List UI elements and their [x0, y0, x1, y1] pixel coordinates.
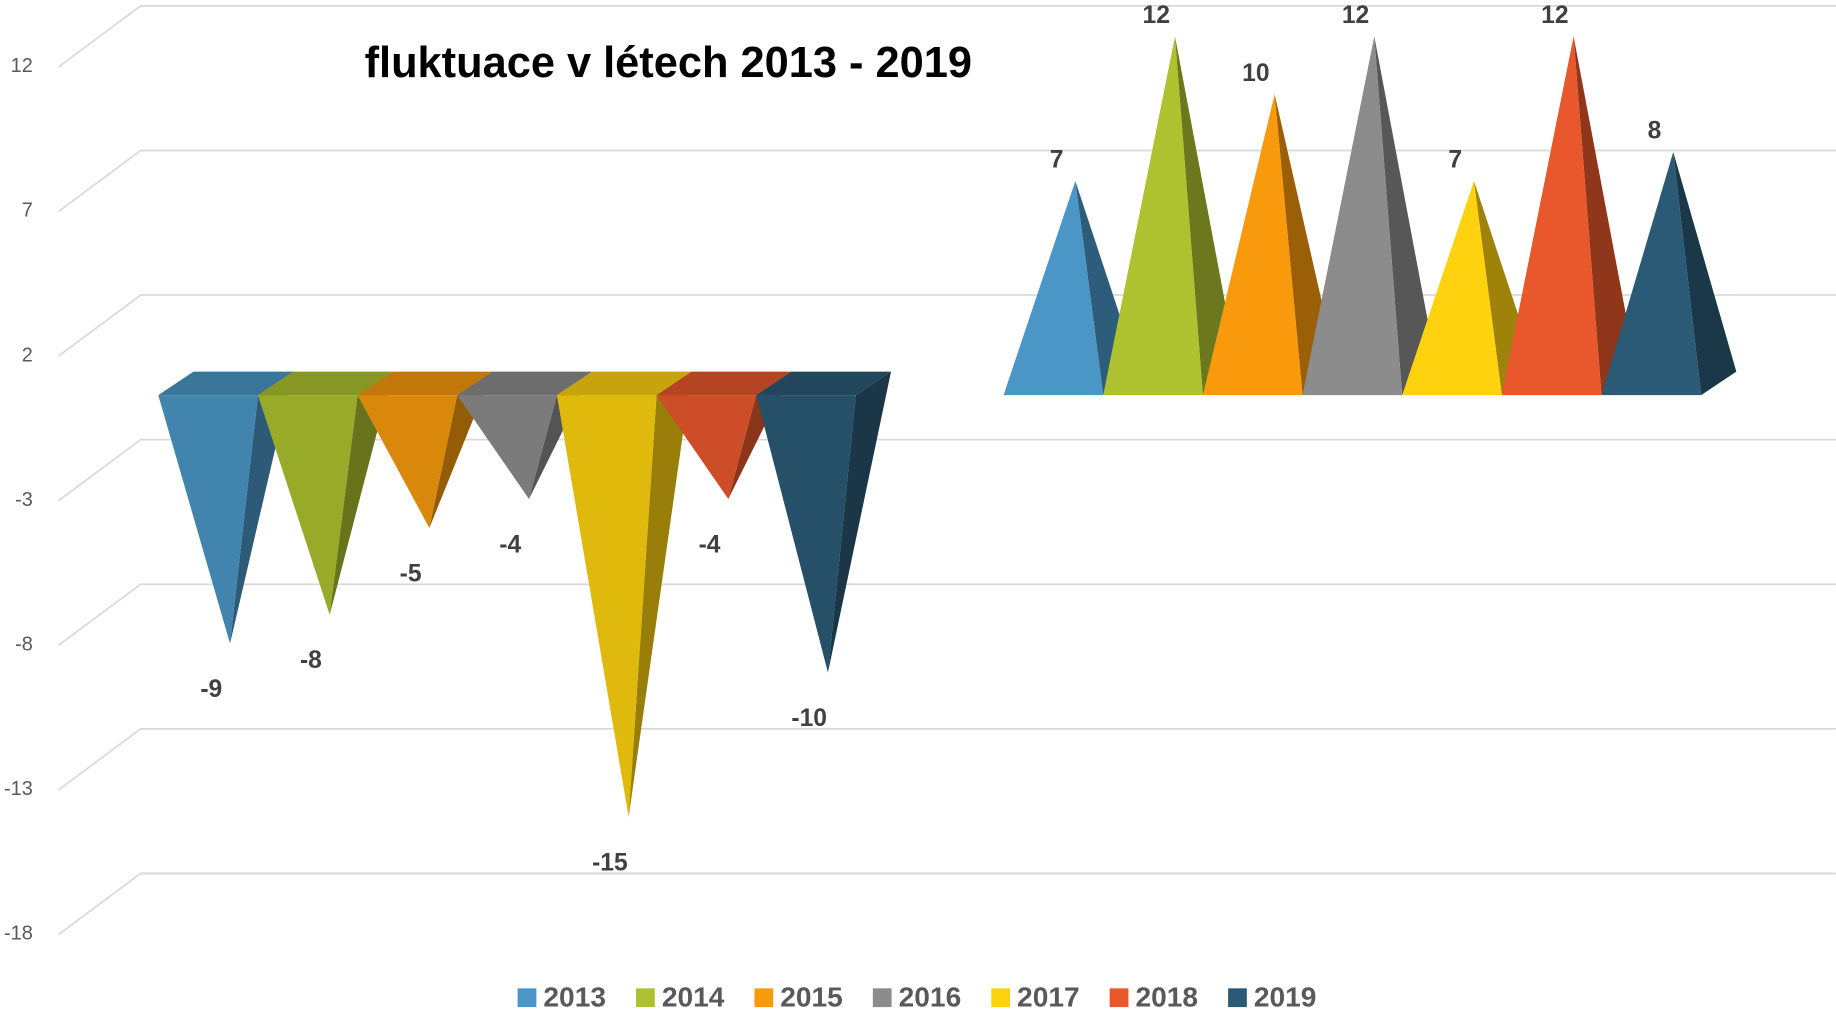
- data-label: 10: [1242, 60, 1269, 87]
- legend-swatch: [991, 988, 1011, 1008]
- pyramid: [1501, 36, 1637, 396]
- legend-label: 2014: [662, 981, 725, 1012]
- pyramid: [1103, 36, 1239, 396]
- data-label: -10: [791, 705, 827, 732]
- legend-swatch: [1228, 988, 1247, 1008]
- pyramid-front: [1601, 152, 1702, 396]
- legend-label: 2019: [1254, 981, 1317, 1012]
- data-label: -15: [592, 850, 628, 877]
- pyramid-front: [158, 395, 258, 644]
- legend-swatch: [1109, 988, 1129, 1008]
- data-label: 8: [1648, 118, 1662, 145]
- data-label: 12: [1342, 2, 1369, 29]
- grid-line: [58, 438, 1836, 502]
- legend-label: 2018: [1135, 981, 1198, 1012]
- pyramid-front: [357, 395, 458, 528]
- y-tick-label: -13: [4, 778, 33, 800]
- pyramid-side: [1673, 152, 1737, 396]
- pyramid-front: [1302, 36, 1403, 396]
- y-tick-label: 2: [22, 344, 33, 366]
- pyramid: [556, 371, 692, 818]
- pyramid-side: [1573, 36, 1637, 396]
- y-tick-label: -8: [15, 633, 33, 655]
- pyramid-front: [457, 395, 557, 500]
- pyramid-top: [457, 371, 593, 396]
- pyramid: [1601, 152, 1737, 396]
- legend-swatch: [517, 988, 537, 1008]
- data-label: 12: [1541, 2, 1568, 29]
- pyramid: [158, 371, 294, 644]
- pyramid-front: [1402, 180, 1502, 396]
- grid-line: [58, 583, 1836, 646]
- plot: fluktuace v létech 2013 - 2019 -18 -13 -8 -…: [4, 2, 1836, 1012]
- legend-label: 2015: [780, 981, 843, 1012]
- legend-label: 2017: [1017, 981, 1080, 1012]
- pyramid: [756, 371, 892, 673]
- data-label: -8: [300, 647, 322, 674]
- grid-line: [58, 727, 1836, 791]
- pyramid-top: [656, 371, 792, 396]
- pyramid-top: [257, 371, 393, 396]
- pyramid-side: [1374, 36, 1438, 396]
- pyramid-front: [556, 395, 657, 818]
- legend-label: 2013: [543, 981, 606, 1012]
- pyramid-side: [230, 371, 294, 644]
- chart-title: fluktuace v létech 2013 - 2019: [365, 39, 972, 87]
- pyramid-front: [656, 395, 757, 500]
- pyramid-top: [357, 371, 493, 396]
- y-tick-label: -18: [4, 923, 33, 945]
- data-label: 7: [1050, 147, 1064, 174]
- data-label: 12: [1143, 2, 1170, 29]
- y-tick-label: 12: [11, 55, 33, 77]
- data-label: 7: [1448, 147, 1462, 174]
- pyramid-front: [1103, 36, 1203, 396]
- y-tick-label: 7: [22, 200, 33, 222]
- pyramid-front: [257, 395, 358, 615]
- grid-line: [58, 872, 1836, 936]
- pyramid-front: [1003, 180, 1104, 396]
- legend-swatch: [872, 988, 892, 1008]
- pyramid-side: [1174, 36, 1239, 396]
- y-tick-label: -3: [15, 489, 33, 511]
- pyramid: [357, 371, 493, 528]
- pyramid-top: [756, 371, 892, 396]
- pyramid-front: [1501, 36, 1602, 396]
- pyramid-top: [556, 371, 692, 396]
- data-label: -5: [400, 560, 422, 587]
- data-label: -4: [499, 531, 521, 558]
- data-label: -9: [200, 676, 222, 703]
- data-label: -4: [699, 531, 721, 558]
- pyramid-front: [756, 395, 856, 673]
- pyramid: [1302, 36, 1438, 396]
- legend-label: 2016: [899, 981, 962, 1012]
- pyramid-top: [158, 371, 294, 396]
- grid-line: [58, 4, 1836, 68]
- pyramid-front: [1202, 94, 1303, 396]
- legend-swatch: [636, 988, 655, 1008]
- legend-swatch: [754, 988, 774, 1008]
